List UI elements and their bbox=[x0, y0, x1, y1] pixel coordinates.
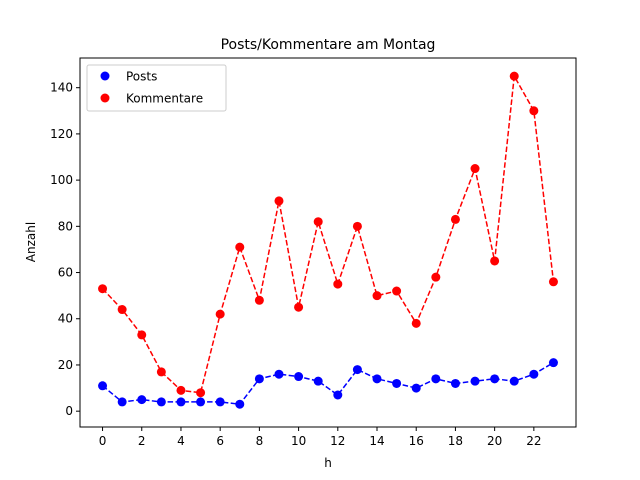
x-tick-label: 6 bbox=[216, 434, 224, 448]
data-point-kommentare bbox=[235, 242, 245, 252]
data-point-kommentare bbox=[490, 256, 500, 266]
data-point-posts bbox=[509, 376, 519, 386]
data-point-posts bbox=[352, 365, 362, 375]
data-point-kommentare bbox=[548, 277, 558, 287]
data-point-posts bbox=[392, 378, 402, 388]
legend-box bbox=[86, 64, 227, 112]
x-tick-label: 20 bbox=[487, 434, 502, 448]
x-tick-label: 22 bbox=[526, 434, 541, 448]
axes-frame bbox=[79, 57, 577, 428]
y-tick-label: 120 bbox=[50, 127, 73, 141]
data-point-posts bbox=[196, 397, 206, 407]
data-point-kommentare bbox=[392, 286, 402, 296]
data-point-kommentare bbox=[98, 284, 108, 294]
data-point-kommentare bbox=[274, 196, 284, 206]
data-point-kommentare bbox=[117, 305, 127, 315]
data-point-kommentare bbox=[294, 302, 304, 312]
legend-label-kommentare: Kommentare bbox=[126, 92, 203, 106]
y-tick-label: 20 bbox=[58, 358, 73, 372]
data-point-posts bbox=[176, 397, 186, 407]
x-tick-label: 16 bbox=[409, 434, 424, 448]
data-point-posts bbox=[235, 399, 245, 409]
x-tick-label: 12 bbox=[330, 434, 345, 448]
data-point-posts bbox=[313, 376, 323, 386]
data-point-kommentare bbox=[509, 71, 519, 81]
x-tick-label: 0 bbox=[99, 434, 107, 448]
data-point-kommentare bbox=[176, 385, 186, 395]
plot-area: 0 2 4 6 8 10 12 14 16 18 20 22 0 20 40 60 80 100 120 140 bbox=[50, 57, 577, 448]
data-point-posts bbox=[490, 374, 500, 384]
data-point-kommentare bbox=[137, 330, 147, 340]
data-point-posts bbox=[117, 397, 127, 407]
y-tick-label: 0 bbox=[65, 404, 73, 418]
data-point-kommentare bbox=[156, 367, 166, 377]
data-point-posts bbox=[450, 378, 460, 388]
data-point-kommentare bbox=[450, 214, 460, 224]
x-tick-label: 18 bbox=[448, 434, 463, 448]
data-point-posts bbox=[294, 372, 304, 382]
y-tick-label: 80 bbox=[58, 219, 73, 233]
data-point-posts bbox=[98, 381, 108, 391]
y-tick-label: 100 bbox=[50, 173, 73, 187]
data-point-kommentare bbox=[313, 217, 323, 227]
legend-marker-posts bbox=[100, 71, 110, 81]
data-point-posts bbox=[431, 374, 441, 384]
legend-label-posts: Posts bbox=[126, 70, 157, 84]
data-point-kommentare bbox=[196, 388, 206, 398]
data-point-kommentare bbox=[254, 295, 264, 305]
x-tick-label: 14 bbox=[369, 434, 384, 448]
data-point-posts bbox=[411, 383, 421, 393]
data-point-posts bbox=[548, 358, 558, 368]
data-point-kommentare bbox=[411, 318, 421, 328]
data-point-kommentare bbox=[215, 309, 225, 319]
x-tick-label: 2 bbox=[138, 434, 146, 448]
y-tick-label: 140 bbox=[50, 81, 73, 95]
data-point-posts bbox=[156, 397, 166, 407]
x-axis-title: h bbox=[324, 456, 332, 470]
data-point-kommentare bbox=[431, 272, 441, 282]
data-point-kommentare bbox=[470, 164, 480, 174]
data-point-kommentare bbox=[372, 291, 382, 301]
legend: Posts Kommentare bbox=[86, 64, 227, 112]
data-point-posts bbox=[372, 374, 382, 384]
data-point-kommentare bbox=[352, 221, 362, 231]
x-tick-label: 4 bbox=[177, 434, 185, 448]
data-point-kommentare bbox=[333, 279, 343, 289]
y-tick-label: 60 bbox=[58, 266, 73, 280]
x-tick-label: 8 bbox=[256, 434, 264, 448]
series-line-kommentare bbox=[102, 73, 555, 394]
data-point-posts bbox=[137, 395, 147, 405]
chart-title: Posts/Kommentare am Montag bbox=[221, 37, 436, 53]
data-point-posts bbox=[529, 369, 539, 379]
x-tick-label: 10 bbox=[291, 434, 306, 448]
data-point-posts bbox=[215, 397, 225, 407]
y-tick-label: 40 bbox=[58, 312, 73, 326]
data-point-posts bbox=[333, 390, 343, 400]
legend-marker-kommentare bbox=[100, 93, 110, 103]
data-point-kommentare bbox=[529, 106, 539, 116]
data-point-posts bbox=[274, 369, 284, 379]
y-axis-title: Anzahl bbox=[24, 222, 38, 262]
data-point-posts bbox=[470, 376, 480, 386]
data-point-posts bbox=[254, 374, 264, 384]
